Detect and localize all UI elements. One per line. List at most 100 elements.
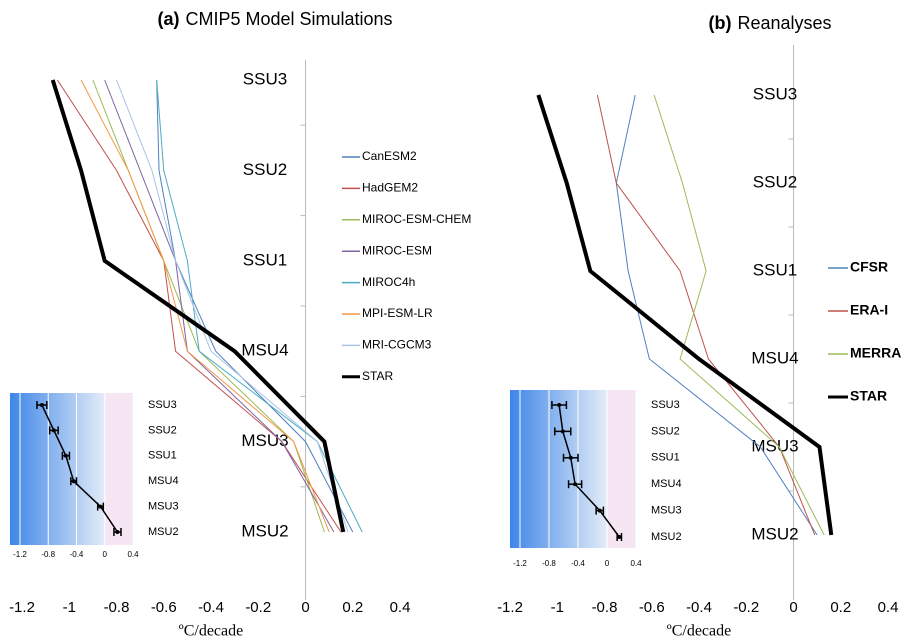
x-tick-label: 0.4 — [390, 599, 411, 616]
point — [597, 508, 602, 513]
title-text: Reanalyses — [737, 13, 831, 33]
category-label: SSU2 — [148, 424, 177, 436]
legend-label: ERA-I — [850, 302, 888, 318]
point — [557, 403, 562, 407]
point — [98, 504, 103, 509]
x-tick-label: -1 — [551, 599, 564, 616]
point — [573, 482, 578, 487]
x-tick-label: 0.4 — [127, 550, 139, 559]
legend-label: MIROC-ESM — [362, 243, 432, 257]
x-axis-label: ºC/decade — [179, 623, 243, 640]
category-label: MSU2 — [651, 531, 682, 543]
category-label: MSU4 — [651, 478, 682, 490]
category-label: MSU3 — [651, 505, 682, 517]
x-tick-label: -1.2 — [13, 550, 27, 559]
legend-label: MIROC-ESM-CHEM — [362, 212, 471, 226]
point — [51, 428, 56, 433]
x-tick-label: -1.2 — [513, 559, 527, 568]
point — [115, 530, 120, 534]
x-tick-label: -0.4 — [571, 559, 585, 568]
x-tick-label: -0.4 — [686, 599, 712, 616]
inset-background — [510, 390, 607, 548]
legend-label: CFSR — [850, 259, 888, 275]
x-tick-label: -1.2 — [9, 599, 35, 616]
point — [617, 535, 622, 539]
category-label: MSU3 — [241, 431, 288, 450]
series-line — [104, 79, 335, 533]
x-tick-label: -0.8 — [592, 599, 618, 616]
category-label: SSU2 — [243, 160, 287, 179]
category-label: SSU1 — [753, 260, 797, 279]
inset-background — [10, 393, 105, 545]
category-label: MSU3 — [148, 501, 179, 513]
legend-label: MPI-ESM-LR — [362, 306, 433, 320]
legend-label: STAR — [850, 388, 887, 404]
legend-label: MIROC4h — [362, 275, 415, 289]
series-line — [80, 79, 330, 533]
panel-label: (b) — [708, 13, 731, 33]
legend-label: HadGEM2 — [362, 181, 418, 195]
category-label: SSU2 — [651, 425, 680, 437]
legend-label: STAR — [362, 369, 393, 383]
x-tick-label: -0.8 — [41, 550, 55, 559]
x-tick-label: 0.4 — [630, 559, 642, 568]
x-tick-label: -0.8 — [104, 599, 130, 616]
x-tick-label: 0.4 — [878, 599, 899, 616]
legend-label: MERRA — [850, 345, 901, 361]
point — [560, 429, 565, 434]
x-tick-label: -0.2 — [245, 599, 271, 616]
x-tick-label: -0.4 — [198, 599, 224, 616]
x-axis-label: ºC/decade — [667, 623, 731, 640]
point — [39, 403, 44, 407]
x-tick-label: 0 — [103, 550, 108, 559]
category-label: SSU3 — [148, 399, 177, 411]
series-line — [536, 94, 834, 536]
series-line — [50, 79, 346, 533]
x-tick-label: 0.2 — [830, 599, 851, 616]
category-label: MSU4 — [148, 475, 179, 487]
legend-label: CanESM2 — [362, 149, 417, 163]
category-label: SSU1 — [148, 450, 177, 462]
series-line — [116, 79, 349, 533]
category-label: SSU1 — [651, 452, 680, 464]
category-label: MSU4 — [751, 348, 798, 367]
category-label: MSU2 — [751, 524, 798, 543]
x-tick-label: -0.2 — [733, 599, 759, 616]
category-label: SSU3 — [651, 399, 680, 411]
point — [71, 479, 76, 484]
chart-title: (b) Reanalyses — [708, 13, 831, 33]
inset-background — [607, 390, 636, 548]
trend-line — [558, 404, 620, 538]
x-tick-label: -1.2 — [497, 599, 523, 616]
x-tick-label: 0 — [605, 559, 610, 568]
category-label: MSU2 — [241, 521, 288, 540]
legend-label: MRI-CGCM3 — [362, 338, 432, 352]
series-line — [615, 94, 818, 536]
point — [568, 455, 573, 460]
x-tick-label: -0.4 — [70, 550, 84, 559]
x-tick-label: -0.6 — [151, 599, 177, 616]
category-label: MSU2 — [148, 526, 179, 538]
x-tick-label: -0.8 — [542, 559, 556, 568]
chart-title: (a) CMIP5 Model Simulations — [157, 9, 392, 29]
point — [63, 453, 68, 458]
series-line — [156, 79, 363, 533]
x-tick-label: 0.2 — [342, 599, 363, 616]
trend-line — [41, 404, 119, 533]
x-tick-label: 0 — [301, 599, 309, 616]
title-text: CMIP5 Model Simulations — [185, 9, 392, 29]
category-label: SSU1 — [243, 250, 287, 269]
series-line — [653, 94, 825, 536]
x-tick-label: 0 — [789, 599, 797, 616]
category-label: MSU4 — [241, 341, 288, 360]
series-line — [596, 94, 816, 536]
inset-background — [104, 393, 133, 545]
panel-label: (a) — [157, 9, 179, 29]
category-label: SSU3 — [243, 69, 287, 88]
category-label: SSU3 — [753, 84, 797, 103]
x-tick-label: -0.6 — [639, 599, 665, 616]
series-line — [156, 79, 354, 533]
x-tick-label: -1 — [63, 599, 76, 616]
category-label: SSU2 — [753, 172, 797, 191]
